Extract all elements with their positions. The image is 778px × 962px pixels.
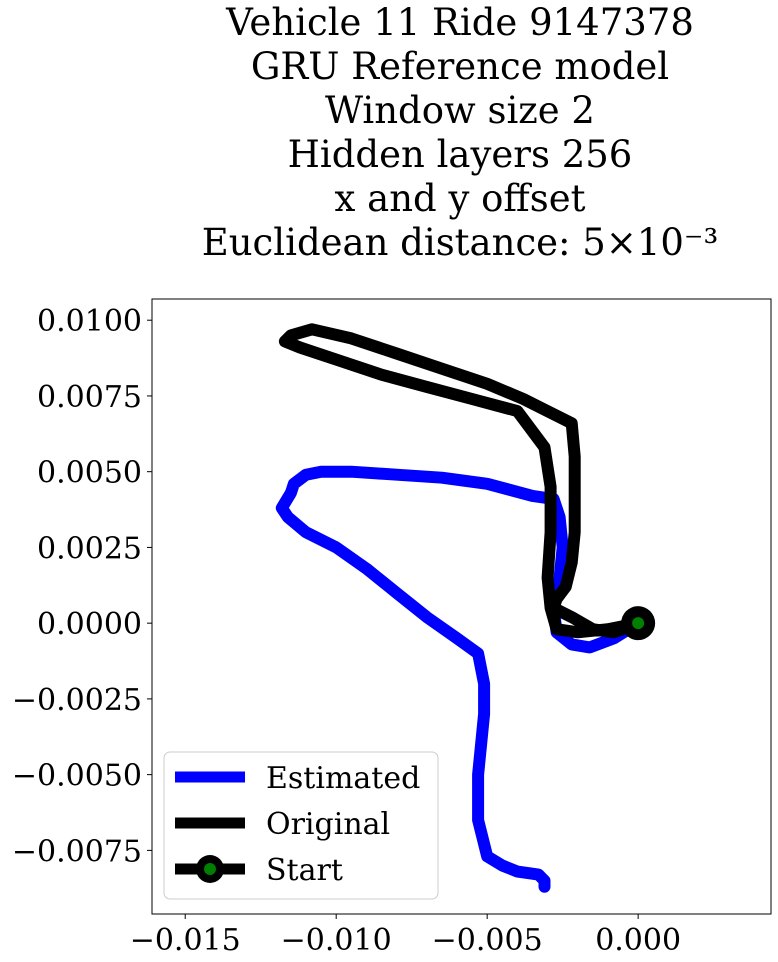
legend-label-start: Start: [266, 853, 343, 888]
legend-swatch-start-face: [204, 863, 216, 875]
series-layer: [275, 323, 645, 893]
legend-label-estimated: Estimated: [266, 761, 420, 796]
plot-frame: [151, 298, 772, 915]
y-tick-label: −0.0025: [12, 683, 142, 718]
x-tick-label: −0.005: [432, 923, 543, 958]
y-tick-label: 0.0050: [37, 456, 142, 491]
y-tick-label: −0.0075: [12, 834, 142, 869]
y-tick-label: 0.0100: [37, 304, 142, 339]
title-line-3: Window size 2: [325, 89, 595, 132]
start-marker-face: [632, 617, 645, 630]
y-tick-label: −0.0050: [12, 759, 142, 794]
title-line-1: Vehicle 11 Ride 9147378: [225, 1, 694, 44]
marker-layer: [621, 606, 656, 641]
legend-label-original: Original: [266, 807, 390, 842]
y-tick-label: 0.0025: [37, 531, 142, 566]
title-line-5: x and y offset: [335, 177, 586, 220]
title-line-4: Hidden layers 256: [288, 133, 633, 176]
series-line-original: [278, 323, 645, 639]
title-line-2: GRU Reference model: [251, 45, 669, 88]
x-tick-label: 0.000: [595, 923, 681, 958]
x-tick-label: −0.010: [281, 923, 392, 958]
title-line-6: Euclidean distance: 5×10⁻³: [202, 221, 719, 264]
chart-title: Vehicle 11 Ride 9147378 GRU Reference mo…: [202, 1, 719, 264]
x-axis: −0.015 −0.010 −0.005 0.000: [130, 914, 681, 958]
y-tick-label: 0.0075: [37, 380, 142, 415]
y-axis: 0.0100 0.0075 0.0050 0.0025 0.0000 −0.0025 −0.…: [12, 304, 152, 869]
legend: Estimated Original Start: [163, 751, 439, 900]
legend-box: [163, 751, 439, 900]
x-tick-label: −0.015: [130, 923, 241, 958]
series-line-estimated: [275, 465, 645, 893]
y-tick-label: 0.0000: [37, 607, 142, 642]
